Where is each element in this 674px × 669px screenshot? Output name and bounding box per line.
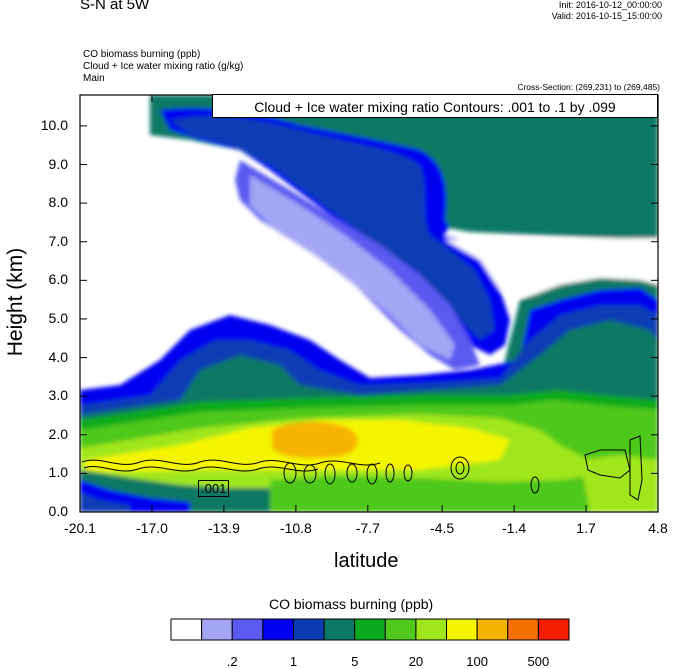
y-tick-label: 10.0 [40, 116, 68, 133]
x-tick-label: -1.4 [502, 520, 527, 536]
colorbar-label: 500 [527, 654, 550, 669]
colorbar-label: .2 [226, 654, 238, 669]
y-tick-label: 1.0 [48, 464, 68, 481]
colorbar-label: 100 [466, 654, 488, 669]
colorbar-swatch [507, 618, 539, 641]
x-tick-label: 4.8 [648, 520, 668, 536]
y-tick-label: 9.0 [48, 155, 68, 172]
variable-label-main: Main [83, 73, 105, 84]
y-tick-label: 6.0 [48, 271, 68, 288]
colorbar [170, 618, 570, 641]
contour-inline-label: .001 [198, 480, 230, 497]
y-ticks [80, 125, 658, 513]
colorbar-swatch [323, 618, 356, 641]
x-tick-label: -20.1 [64, 520, 96, 536]
plot-title: S-N at 5W [80, 0, 150, 13]
x-tick-label: -13.9 [207, 520, 240, 536]
y-tick-label: 5.0 [48, 309, 68, 326]
y-tick-label: 3.0 [48, 387, 68, 404]
x-tick-label: -17.0 [135, 520, 168, 536]
colorbar-label: 1 [289, 654, 298, 669]
colorbar-label: 5 [351, 654, 359, 669]
init-time: Init: 2016-10-12_00:00:00 [558, 0, 662, 10]
x-tick-label: -7.7 [355, 520, 380, 536]
y-tick-label: 8.0 [48, 194, 68, 211]
valid-time: Valid: 2016-10-15_15:00:00 [551, 11, 662, 21]
colorbar-swatch [537, 618, 570, 641]
y-tick-label: 0.0 [48, 503, 68, 519]
colorbar-swatch [354, 618, 386, 641]
y-tick-label: 4.0 [48, 348, 68, 365]
co-field [80, 95, 658, 512]
colorbar-swatch [170, 618, 203, 641]
colorbar-swatch [292, 618, 325, 641]
colorbar-swatch [446, 618, 478, 641]
colorbar-swatch [201, 618, 233, 641]
colorbar-swatch [231, 618, 264, 641]
cross-section-label: Cross-Section: (269,231) to (269,485) [517, 82, 660, 92]
colorbar-swatch [384, 618, 417, 641]
x-axis-label: latitude [334, 550, 399, 572]
y-tick-label: 2.0 [48, 425, 68, 442]
cloud-contours [81, 435, 643, 501]
y-axis-label: Height (km) [4, 247, 27, 357]
colorbar-swatch [262, 618, 294, 641]
colorbar-title: CO biomass burning (ppb) [269, 596, 434, 612]
x-tick-label: 1.7 [576, 520, 596, 536]
x-tick-label: -4.5 [430, 520, 455, 536]
colorbar-swatch [476, 618, 509, 641]
x-tick-label: -10.8 [279, 520, 312, 536]
variable-label-cloud: Cloud + Ice water mixing ratio (g/kg) [83, 61, 244, 72]
variable-label-co: CO biomass burning (ppb) [83, 49, 201, 60]
y-tick-label: 7.0 [48, 232, 68, 249]
colorbar-label: 20 [408, 654, 424, 669]
contour-info-box: Cloud + Ice water mixing ratio Contours:… [212, 94, 658, 118]
colorbar-swatch [415, 618, 448, 641]
